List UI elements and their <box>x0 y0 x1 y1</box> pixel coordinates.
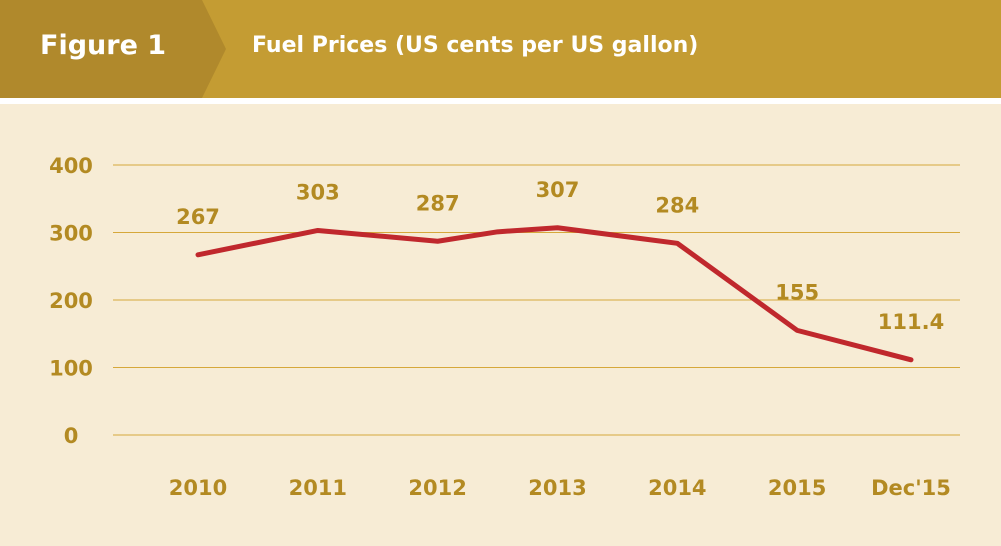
chart-area: 0 100 200 300 400 2010 2011 2012 2013 2014 2015 Dec… <box>0 104 1001 546</box>
y-tick-label: 300 <box>49 222 93 246</box>
y-tick-label: 100 <box>49 357 93 381</box>
x-tick-label: 2014 <box>648 476 706 500</box>
figure-label: Figure 1 <box>40 30 167 61</box>
x-tick-label: Dec'15 <box>871 476 951 500</box>
data-label: 155 <box>775 280 819 304</box>
data-label: 267 <box>176 205 220 229</box>
x-tick-label: 2015 <box>768 476 826 500</box>
data-label: 287 <box>416 191 460 215</box>
figure-header: Figure 1 Fuel Prices (US cents per US ga… <box>0 0 1001 98</box>
x-tick-label: 2011 <box>289 476 347 500</box>
data-label: 307 <box>536 178 580 202</box>
y-tick-label: 0 <box>64 424 79 448</box>
line-chart: 0 100 200 300 400 2010 2011 2012 2013 2014 2015 Dec… <box>49 154 960 500</box>
figure-title: Fuel Prices (US cents per US gallon) <box>252 33 699 58</box>
header-label-tab <box>0 0 226 98</box>
data-label: 111.4 <box>878 310 944 334</box>
x-tick-label: 2013 <box>528 476 586 500</box>
x-tick-label: 2010 <box>169 476 227 500</box>
data-label: 303 <box>296 180 340 204</box>
header-banner <box>0 0 1001 98</box>
series-line <box>195 225 914 363</box>
data-label: 284 <box>655 193 699 217</box>
y-tick-label: 400 <box>49 154 93 178</box>
y-tick-label: 200 <box>49 289 93 313</box>
x-tick-label: 2012 <box>408 476 466 500</box>
